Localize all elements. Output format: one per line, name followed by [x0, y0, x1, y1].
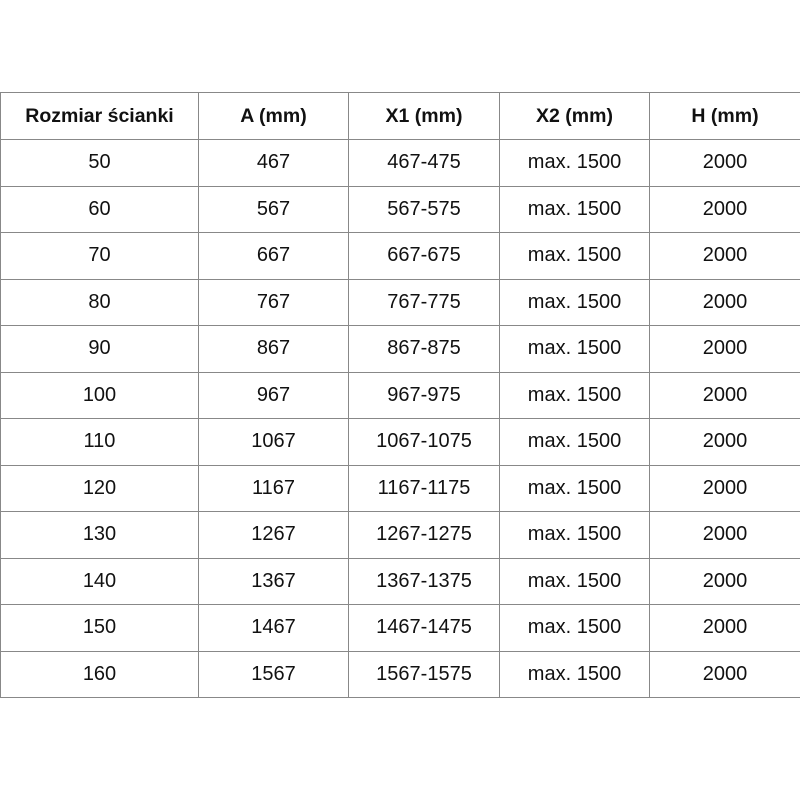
- header-row: Rozmiar ścianki A (mm) X1 (mm) X2 (mm) H (mm…: [0, 92, 800, 140]
- table-row: 80 767 767-775 max. 1500 2000: [0, 278, 800, 326]
- table-cell: 1567: [198, 650, 349, 698]
- table-cell: 967: [198, 371, 349, 419]
- table-cell: 2000: [649, 325, 800, 373]
- table-cell: 1367: [198, 557, 349, 605]
- table-cell: 2000: [649, 139, 800, 187]
- column-header: X2 (mm): [499, 92, 650, 140]
- table-cell: max. 1500: [499, 418, 650, 466]
- table-row: 120 1167 1167-1175 max. 1500 2000: [0, 464, 800, 512]
- table-cell: 2000: [649, 232, 800, 280]
- table-cell: max. 1500: [499, 325, 650, 373]
- table-cell: 120: [0, 464, 199, 512]
- table-row: 50 467 467-475 max. 1500 2000: [0, 139, 800, 187]
- table-row: 160 1567 1567-1575 max. 1500 2000: [0, 650, 800, 698]
- table-cell: 60: [0, 185, 199, 233]
- table-cell: 2000: [649, 650, 800, 698]
- table-cell: 110: [0, 418, 199, 466]
- table-cell: 2000: [649, 371, 800, 419]
- table-cell: 1167-1175: [348, 464, 500, 512]
- table-cell: 667: [198, 232, 349, 280]
- table-cell: 667-675: [348, 232, 500, 280]
- table-cell: 867: [198, 325, 349, 373]
- table-cell: 967-975: [348, 371, 500, 419]
- table-cell: 467: [198, 139, 349, 187]
- table-cell: 2000: [649, 278, 800, 326]
- column-header: H (mm): [649, 92, 800, 140]
- table-cell: 2000: [649, 557, 800, 605]
- table-cell: max. 1500: [499, 604, 650, 652]
- table-cell: 2000: [649, 511, 800, 559]
- table-cell: 2000: [649, 418, 800, 466]
- table-cell: 1167: [198, 464, 349, 512]
- table-cell: 50: [0, 139, 199, 187]
- column-header: X1 (mm): [348, 92, 500, 140]
- table-cell: 767-775: [348, 278, 500, 326]
- table-cell: 1267-1275: [348, 511, 500, 559]
- table-cell: 467-475: [348, 139, 500, 187]
- table-cell: 1067: [198, 418, 349, 466]
- table-row: 70 667 667-675 max. 1500 2000: [0, 232, 800, 280]
- table-cell: max. 1500: [499, 511, 650, 559]
- table-row: 100 967 967-975 max. 1500 2000: [0, 371, 800, 419]
- table-row: 60 567 567-575 max. 1500 2000: [0, 185, 800, 233]
- table-cell: 2000: [649, 185, 800, 233]
- table-cell: 100: [0, 371, 199, 419]
- table-row: 130 1267 1267-1275 max. 1500 2000: [0, 511, 800, 559]
- table-cell: 1567-1575: [348, 650, 500, 698]
- table-cell: max. 1500: [499, 650, 650, 698]
- table-cell: 130: [0, 511, 199, 559]
- table-cell: max. 1500: [499, 557, 650, 605]
- table-cell: 70: [0, 232, 199, 280]
- table-cell: 1467-1475: [348, 604, 500, 652]
- table-cell: max. 1500: [499, 464, 650, 512]
- table-cell: 567-575: [348, 185, 500, 233]
- table-cell: 2000: [649, 604, 800, 652]
- table-cell: max. 1500: [499, 371, 650, 419]
- table-cell: 1067-1075: [348, 418, 500, 466]
- table-cell: max. 1500: [499, 278, 650, 326]
- table-cell: 567: [198, 185, 349, 233]
- table-cell: max. 1500: [499, 139, 650, 187]
- table-row: 150 1467 1467-1475 max. 1500 2000: [0, 604, 800, 652]
- table-cell: 90: [0, 325, 199, 373]
- table-cell: 150: [0, 604, 199, 652]
- table-cell: 867-875: [348, 325, 500, 373]
- table-row: 90 867 867-875 max. 1500 2000: [0, 325, 800, 373]
- column-header: A (mm): [198, 92, 349, 140]
- table-cell: 2000: [649, 464, 800, 512]
- dimensions-table: Rozmiar ścianki A (mm) X1 (mm) X2 (mm) H (mm…: [0, 92, 800, 698]
- table-cell: 140: [0, 557, 199, 605]
- table-cell: 1267: [198, 511, 349, 559]
- table-cell: max. 1500: [499, 185, 650, 233]
- table-cell: 160: [0, 650, 199, 698]
- table-cell: 767: [198, 278, 349, 326]
- table-cell: 1367-1375: [348, 557, 500, 605]
- table-row: 140 1367 1367-1375 max. 1500 2000: [0, 557, 800, 605]
- table-row: 110 1067 1067-1075 max. 1500 2000: [0, 418, 800, 466]
- table-cell: 1467: [198, 604, 349, 652]
- table-cell: 80: [0, 278, 199, 326]
- table-cell: max. 1500: [499, 232, 650, 280]
- column-header: Rozmiar ścianki: [0, 92, 199, 140]
